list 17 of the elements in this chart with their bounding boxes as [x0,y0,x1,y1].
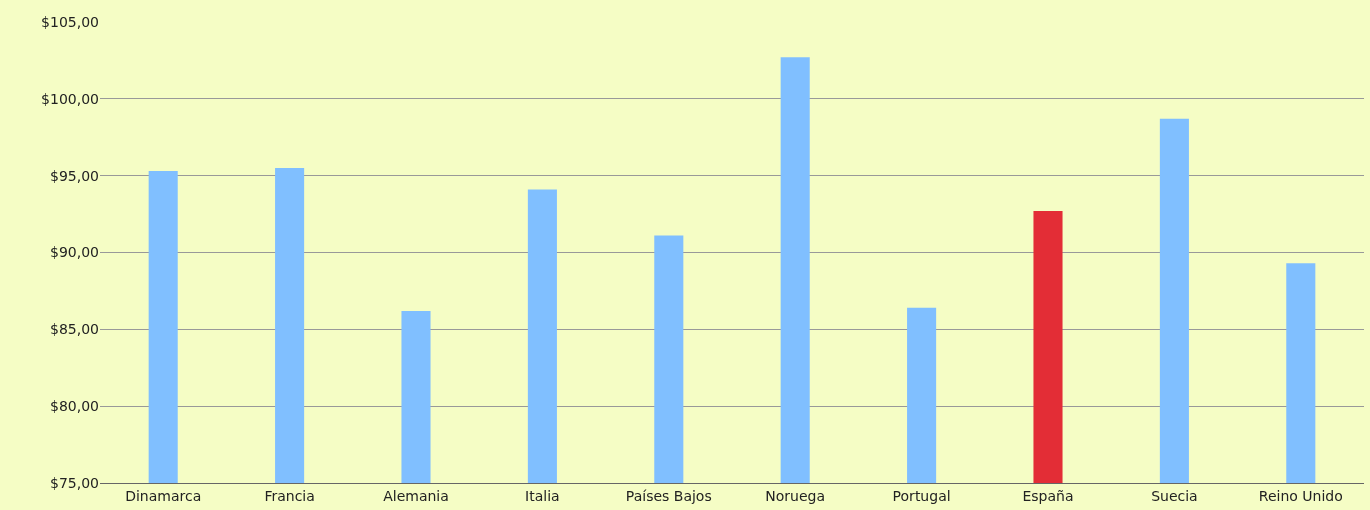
y-tick-label: $85,00 [50,321,99,338]
y-tick-label: $80,00 [50,398,99,415]
x-tick-label: Alemania [383,487,449,504]
x-tick-label: Italia [525,487,560,504]
x-tick-label: Países Bajos [625,487,712,504]
y-tick-label: $100,00 [41,90,99,107]
x-tick-label: Noruega [765,487,826,504]
x-tick-label: Portugal [892,487,951,504]
x-tick-label: Suecia [1151,487,1198,504]
x-tick-label: Reino Unido [1258,487,1343,504]
x-tick-label: España [1022,487,1074,504]
x-tick-label: Dinamarca [125,487,202,504]
y-tick-label: $105,00 [41,13,99,30]
y-tick-label: $95,00 [50,167,99,184]
y-tick-label: $90,00 [50,244,99,261]
y-tick-label: $75,00 [50,474,99,491]
x-tick-label: Francia [264,487,315,504]
